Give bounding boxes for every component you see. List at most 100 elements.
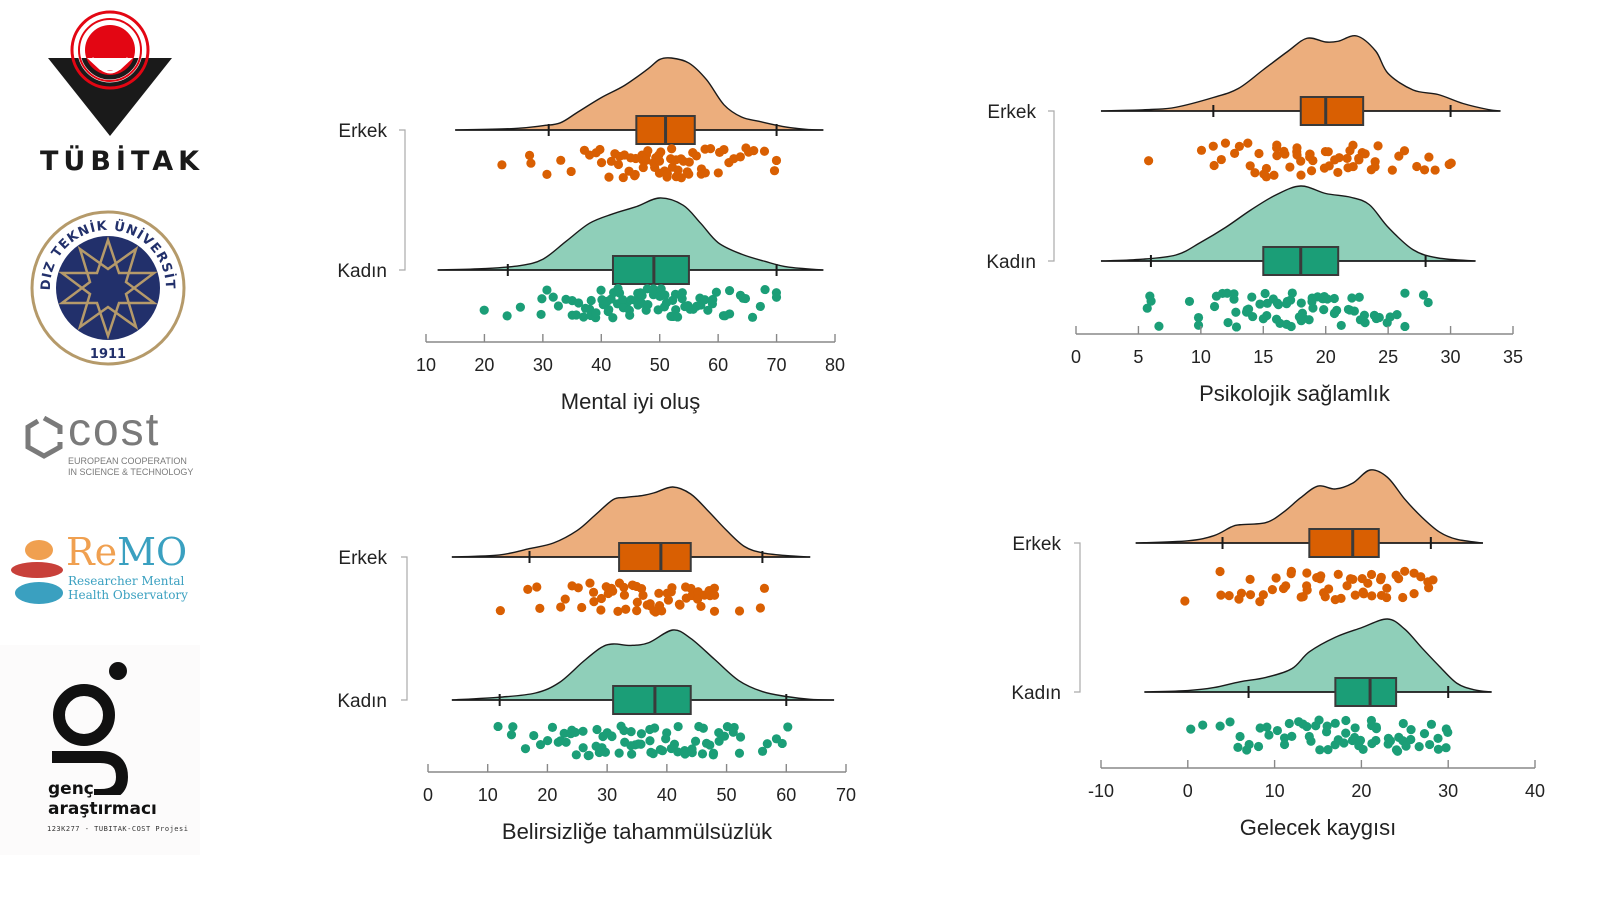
data-point [1234, 594, 1244, 604]
data-point [650, 723, 660, 733]
data-point [1444, 159, 1454, 170]
rain-points [1186, 715, 1453, 756]
data-point [1358, 587, 1368, 597]
box-iqr [612, 685, 692, 715]
data-point [1245, 161, 1255, 171]
data-point [1323, 745, 1333, 755]
data-point [777, 738, 787, 749]
data-point [654, 588, 664, 598]
x-tick-label: 5 [1133, 347, 1143, 367]
data-point [578, 743, 588, 753]
data-point [659, 302, 670, 312]
genc-arastirmaci-logo: genç araştırmacı 123K277 - TUBITAK-COST … [0, 645, 200, 855]
data-point [553, 301, 564, 311]
cost-logo: cost EUROPEAN COOPERATION IN SCIENCE & T… [24, 403, 194, 482]
data-point [1286, 321, 1296, 332]
data-point [479, 305, 489, 315]
data-point [1387, 165, 1397, 175]
data-point [728, 727, 738, 737]
data-point [1225, 717, 1235, 727]
tubitak-logo: TÜBİTAK [40, 8, 199, 183]
data-point [705, 144, 716, 154]
data-point [1416, 572, 1426, 582]
rain-points [479, 284, 782, 323]
raincloud-chart-1: Erkek Kadın 10 20 30 40 50 60 70 80 Mental iyi olu… [337, 57, 845, 414]
data-point [760, 284, 770, 295]
data-point [1307, 296, 1317, 307]
data-point [596, 285, 606, 295]
data-point [1376, 572, 1386, 582]
data-point [757, 746, 768, 756]
data-point [526, 158, 536, 168]
data-point [1383, 733, 1394, 743]
x-tick-label: 0 [1071, 347, 1081, 367]
data-point [1292, 150, 1302, 160]
data-point [1296, 170, 1306, 180]
data-point [1262, 722, 1272, 732]
data-point [1224, 591, 1234, 601]
data-point [1184, 296, 1195, 307]
remo-wordmark-mo: MO [117, 530, 188, 574]
data-point [722, 722, 733, 732]
data-point [675, 600, 685, 610]
data-point [638, 590, 648, 601]
data-point [619, 590, 630, 600]
data-point [1333, 569, 1343, 579]
data-point [1258, 314, 1268, 324]
data-point [1229, 289, 1239, 299]
box-iqr [1308, 528, 1380, 558]
data-point [1154, 321, 1164, 331]
data-point [1223, 317, 1233, 328]
data-point [1347, 735, 1358, 746]
data-point [1297, 308, 1308, 318]
x-tick-label: 60 [776, 785, 796, 805]
data-point [592, 724, 602, 735]
data-point [1360, 318, 1370, 328]
x-tick-label: -10 [1088, 781, 1114, 801]
data-point [656, 147, 666, 157]
data-point [1320, 592, 1330, 602]
data-point [1315, 745, 1325, 755]
data-point [1208, 141, 1218, 151]
density-curve [1135, 469, 1484, 544]
group-kadın: Kadın [1011, 618, 1492, 756]
data-point [1248, 311, 1258, 322]
group-kadın: Kadın [337, 629, 835, 761]
data-point [1250, 168, 1260, 178]
rain-points [1180, 566, 1438, 607]
data-point [734, 748, 745, 758]
data-point [535, 603, 545, 613]
box-iqr [611, 255, 690, 285]
data-point [543, 736, 553, 746]
group-erkek: Erkek [338, 486, 811, 617]
data-point [1341, 715, 1351, 726]
data-point [632, 597, 642, 607]
data-point [1306, 166, 1317, 176]
data-point [713, 168, 723, 178]
data-point [523, 584, 533, 594]
x-axis-title: Psikolojik sağlamlık [1199, 381, 1391, 406]
data-point [621, 604, 631, 614]
cost-tagline-line2: IN SCIENCE & TECHNOLOGY [68, 467, 194, 477]
data-point [1286, 566, 1297, 576]
data-point [1398, 718, 1408, 729]
x-tick-label: 30 [1438, 781, 1458, 801]
data-point [560, 594, 570, 604]
data-point [578, 726, 588, 736]
data-point [508, 722, 518, 732]
data-point [1426, 719, 1437, 729]
data-point [638, 162, 648, 173]
density-curve [455, 57, 824, 131]
data-point [529, 730, 539, 741]
data-point [1255, 299, 1265, 309]
data-point [596, 593, 607, 604]
data-point [759, 583, 770, 593]
data-point [1302, 568, 1312, 578]
data-point [700, 168, 710, 178]
cost-tagline-line1: EUROPEAN COOPERATION [68, 456, 187, 466]
data-point [740, 293, 751, 304]
data-point [692, 594, 703, 604]
data-point [630, 169, 640, 180]
remo-wordmark-re: Re [66, 530, 118, 574]
data-point [1343, 304, 1354, 315]
